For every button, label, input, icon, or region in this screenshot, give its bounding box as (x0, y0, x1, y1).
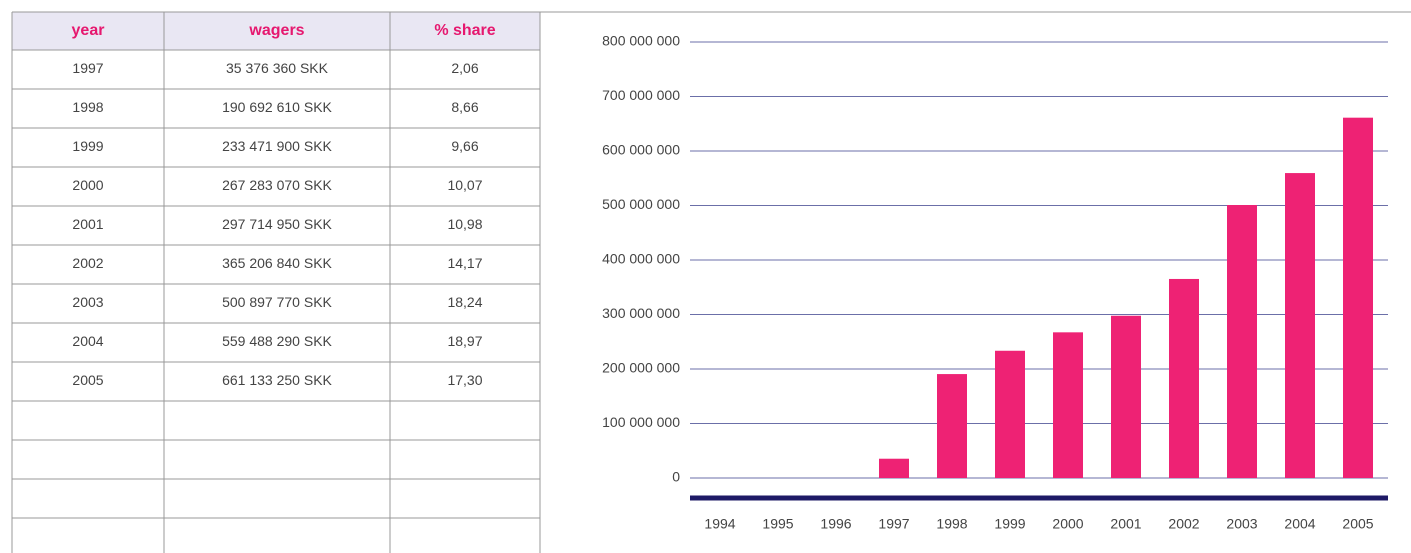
bar (1343, 117, 1373, 479)
bar (1053, 332, 1083, 478)
x-tick-label: 1997 (878, 516, 909, 532)
table-cell: 2000 (72, 177, 103, 193)
table-cell: 14,17 (447, 255, 482, 271)
table-cell: 365 206 840 SKK (222, 255, 332, 271)
table-cell: 297 714 950 SKK (222, 216, 332, 232)
table-cell: 17,30 (447, 372, 482, 388)
y-tick-label: 400 000 000 (602, 251, 680, 267)
table-header: wagers (248, 22, 304, 39)
table-header: year (72, 22, 105, 39)
table-cell: 190 692 610 SKK (222, 99, 332, 115)
table-cell: 18,24 (447, 294, 482, 310)
y-tick-label: 500 000 000 (602, 196, 680, 212)
bar (995, 350, 1025, 478)
x-tick-label: 2000 (1052, 516, 1083, 532)
table-cell: 9,66 (451, 138, 478, 154)
y-tick-label: 300 000 000 (602, 305, 680, 321)
table-cell: 2005 (72, 372, 103, 388)
x-tick-label: 1999 (994, 516, 1025, 532)
y-tick-label: 100 000 000 (602, 414, 680, 430)
table-cell: 8,66 (451, 99, 478, 115)
table-cell: 233 471 900 SKK (222, 138, 332, 154)
table-cell: 661 133 250 SKK (222, 372, 332, 388)
table-cell: 35 376 360 SKK (226, 60, 329, 76)
y-tick-label: 200 000 000 (602, 360, 680, 376)
table-cell: 10,07 (447, 177, 482, 193)
x-tick-label: 1996 (820, 516, 851, 532)
table-cell: 1999 (72, 138, 103, 154)
x-tick-label: 1994 (704, 516, 735, 532)
x-tick-label: 2005 (1342, 516, 1373, 532)
table-cell: 267 283 070 SKK (222, 177, 332, 193)
x-tick-label: 1995 (762, 516, 793, 532)
bar (1227, 205, 1257, 478)
table-cell: 10,98 (447, 216, 482, 232)
y-tick-label: 800 000 000 (602, 33, 680, 49)
bar (1285, 173, 1315, 478)
table-cell: 1998 (72, 99, 103, 115)
table-cell: 2002 (72, 255, 103, 271)
table-cell: 2004 (72, 333, 103, 349)
table-cell: 2003 (72, 294, 103, 310)
table-cell: 500 897 770 SKK (222, 294, 332, 310)
table-header: % share (434, 22, 495, 39)
y-tick-label: 0 (672, 469, 680, 485)
table-cell: 1997 (72, 60, 103, 76)
table-header-bg (12, 12, 540, 50)
table-cell: 559 488 290 SKK (222, 333, 332, 349)
bar (879, 458, 909, 478)
y-tick-label: 700 000 000 (602, 87, 680, 103)
x-tick-label: 2003 (1226, 516, 1257, 532)
table-cell: 2,06 (451, 60, 478, 76)
table-cell: 2001 (72, 216, 103, 232)
table-cell: 18,97 (447, 333, 482, 349)
bar (1111, 315, 1141, 478)
bar (1169, 278, 1199, 478)
x-tick-label: 1998 (936, 516, 967, 532)
y-tick-label: 600 000 000 (602, 142, 680, 158)
bar (937, 374, 967, 478)
x-tick-label: 2001 (1110, 516, 1141, 532)
x-tick-label: 2004 (1284, 516, 1315, 532)
x-tick-label: 2002 (1168, 516, 1199, 532)
